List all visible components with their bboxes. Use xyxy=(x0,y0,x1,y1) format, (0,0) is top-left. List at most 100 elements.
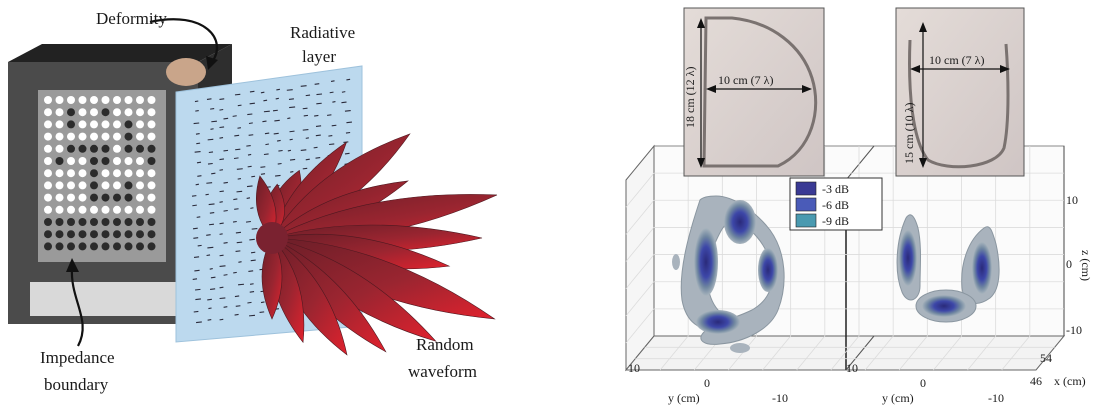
impedance-dot xyxy=(67,144,75,153)
impedance-dot xyxy=(67,169,75,178)
element-dash xyxy=(289,158,296,161)
impedance-dot xyxy=(136,120,144,129)
deformity-arrow xyxy=(149,18,218,63)
element-dash xyxy=(196,216,201,218)
impedance-dot xyxy=(101,169,110,178)
element-dash xyxy=(331,124,337,127)
element-dash xyxy=(290,171,294,173)
element-dash xyxy=(259,311,265,314)
element-dash xyxy=(262,120,267,123)
element-dash xyxy=(313,146,318,149)
impedance-dot xyxy=(90,132,98,141)
impedance-dot xyxy=(78,96,87,104)
element-dash xyxy=(235,231,242,234)
photo-right-width-label: 10 cm (7 λ) xyxy=(929,53,984,67)
impedance-dot xyxy=(101,218,110,226)
element-dash xyxy=(237,127,242,129)
subplot-divider-top xyxy=(845,145,875,181)
element-dash xyxy=(206,98,212,100)
impedance-dot xyxy=(90,157,98,165)
housing-bottom-strip xyxy=(30,282,180,316)
element-dash xyxy=(238,283,245,286)
element-dash xyxy=(287,149,292,152)
impedance-label-line2: boundary xyxy=(44,375,109,394)
element-dash xyxy=(344,152,350,155)
element-dash xyxy=(328,134,333,137)
element-dash xyxy=(196,142,201,145)
element-dash xyxy=(234,208,239,210)
impedance-dot xyxy=(55,144,64,153)
element-dash xyxy=(332,101,336,103)
impedance-dot xyxy=(55,205,64,214)
impedance-dot xyxy=(113,144,121,153)
grid-line xyxy=(967,335,996,371)
photo-right-vert-head-bot xyxy=(919,158,927,168)
random-label-line1: Random xyxy=(416,335,474,354)
right-blob-2 xyxy=(972,242,992,294)
element-dash xyxy=(194,100,199,103)
impedance-dot xyxy=(147,169,156,178)
element-dash xyxy=(211,120,217,123)
impedance-dot xyxy=(90,96,98,104)
legend-swatch-6db xyxy=(795,197,817,212)
element-dash xyxy=(264,132,270,135)
y-tick-right-0: 0 xyxy=(920,376,926,390)
radiative-label-line1: Radiative xyxy=(290,23,355,42)
impedance-dot xyxy=(101,157,110,165)
element-dash xyxy=(193,122,200,125)
element-dash xyxy=(219,126,225,129)
right-blob-1 xyxy=(899,230,917,286)
grid-line xyxy=(830,335,860,371)
element-dash xyxy=(315,157,321,159)
element-dash xyxy=(274,119,280,122)
grid-line xyxy=(762,335,791,371)
impedance-dot xyxy=(90,144,98,153)
element-dash xyxy=(192,227,198,230)
impedance-dot xyxy=(55,242,64,251)
element-dash xyxy=(249,238,255,241)
radiative-label-line2: layer xyxy=(302,47,336,66)
element-dash xyxy=(247,113,253,116)
x-axis-label: x (cm) xyxy=(1054,374,1086,388)
subplot-divider-floor xyxy=(845,335,875,371)
photo-left-width-label: 10 cm (7 λ) xyxy=(718,73,773,87)
element-dash xyxy=(206,234,211,236)
impedance-dot xyxy=(78,193,87,202)
element-dash xyxy=(303,114,309,117)
impedance-dot xyxy=(136,205,144,214)
z-axis-label: z (cm) xyxy=(1079,250,1093,281)
impedance-dot xyxy=(136,230,144,239)
impedance-dot xyxy=(113,120,121,129)
impedance-dot xyxy=(113,230,121,239)
impedance-dot xyxy=(113,242,121,251)
impedance-dot xyxy=(55,132,64,141)
impedance-dot xyxy=(44,120,52,129)
element-dash xyxy=(219,158,225,161)
legend: -3 dB -6 dB -9 dB xyxy=(789,177,883,231)
impedance-dot xyxy=(55,230,64,239)
impedance-dot xyxy=(101,242,110,251)
element-dash xyxy=(219,169,224,171)
element-dash xyxy=(209,268,213,270)
element-dash xyxy=(245,220,251,223)
impedance-dot xyxy=(113,157,121,165)
element-dash xyxy=(248,270,254,272)
element-dash xyxy=(288,98,294,100)
grid-line xyxy=(625,172,655,208)
element-dash xyxy=(206,254,211,257)
axis-labels: 10 0 -10 y (cm) 10 0 -10 y (cm) 54 46 x … xyxy=(628,193,1093,405)
element-dash xyxy=(302,128,309,131)
impedance-dot xyxy=(136,242,144,251)
element-dash xyxy=(210,276,216,279)
impedance-dot xyxy=(113,132,121,141)
impedance-dot xyxy=(44,205,52,214)
impedance-dot xyxy=(113,96,121,104)
deformity-label: Deformity xyxy=(96,9,167,28)
impedance-dot xyxy=(101,96,110,104)
element-dash xyxy=(276,139,281,142)
element-dash xyxy=(207,162,213,165)
impedance-dot xyxy=(90,108,98,117)
impedance-dot xyxy=(78,181,87,190)
element-dash xyxy=(247,301,252,304)
element-dash xyxy=(219,265,226,267)
